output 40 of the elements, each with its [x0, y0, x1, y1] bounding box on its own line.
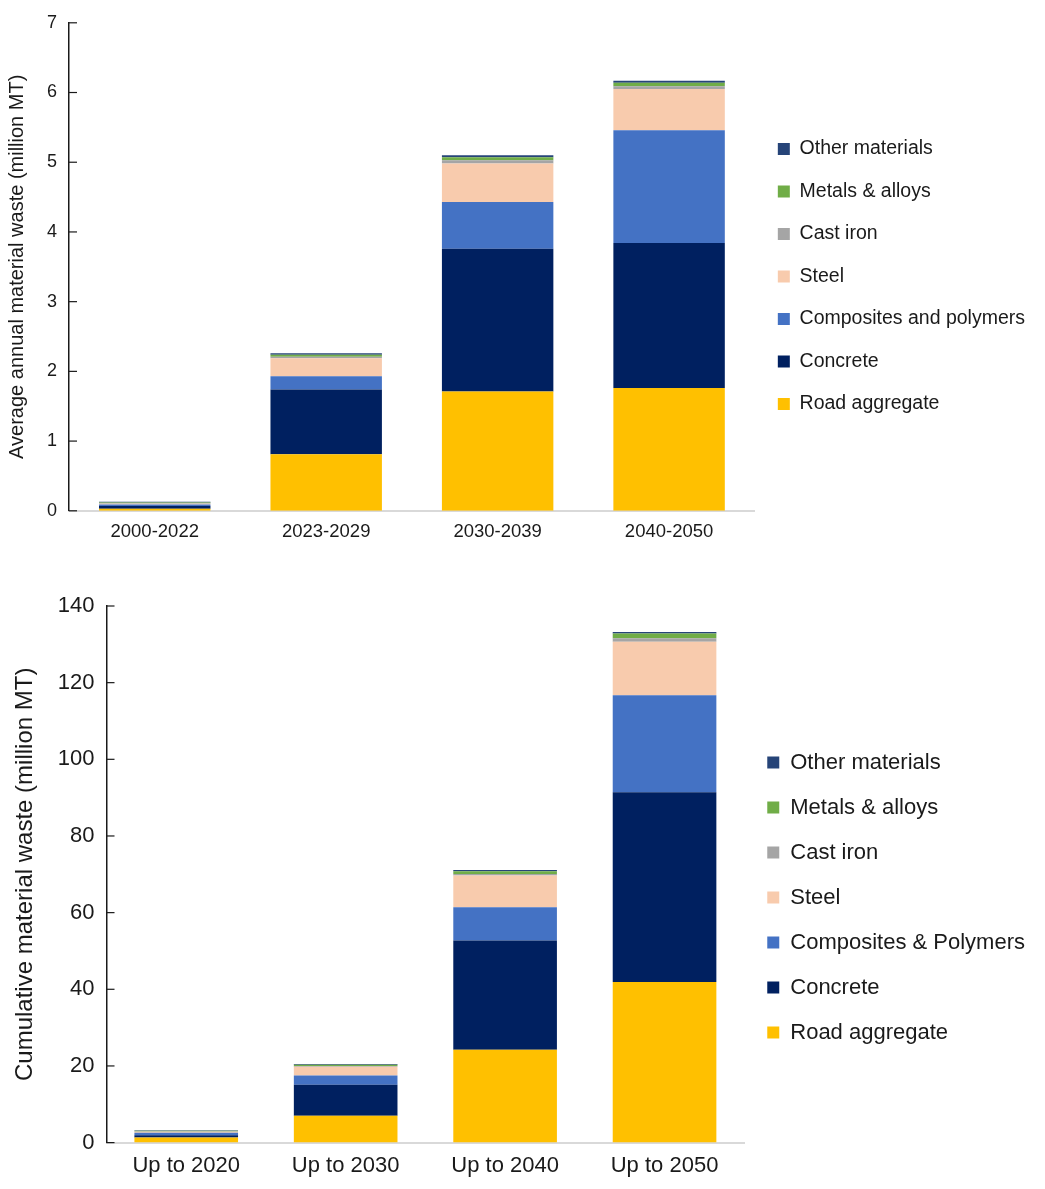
y-tick-label: 4	[47, 220, 58, 241]
legend-label: Concrete	[790, 973, 880, 999]
legend-label: Cast iron	[790, 838, 879, 864]
y-tick-label: 60	[70, 898, 95, 924]
y-tick-label: 20	[70, 1052, 95, 1078]
y-axis-title: Average annual material waste (million MT)	[4, 74, 27, 459]
y-tick-label: 80	[70, 822, 95, 848]
x-tick-label: 2030-2039	[453, 519, 542, 541]
y-tick-label: 120	[57, 668, 95, 694]
legend-label: Steel	[799, 263, 845, 286]
legend-label: Metals & alloys	[790, 793, 939, 819]
y-axis-title: Cumulative material waste (million MT)	[10, 667, 38, 1082]
x-tick-label: Up to 2040	[451, 1151, 559, 1177]
y-tick-label: 2	[47, 360, 58, 381]
legend-label: Composites and polymers	[799, 306, 1026, 329]
y-tick-label: 0	[47, 499, 58, 520]
y-tick-label: 3	[47, 290, 58, 311]
x-tick-label: Up to 2030	[291, 1151, 400, 1177]
x-tick-label: 2000-2022	[110, 519, 199, 541]
legend-label: Concrete	[799, 348, 879, 371]
y-tick-label: 5	[47, 151, 58, 172]
y-tick-label: 7	[47, 11, 58, 32]
x-tick-label: Up to 2020	[132, 1151, 241, 1177]
legend-label: Other materials	[799, 136, 934, 159]
legend-label: Metals & alloys	[799, 178, 931, 201]
x-tick-label: Up to 2050	[610, 1151, 719, 1177]
legend-label: Steel	[790, 883, 841, 909]
y-tick-label: 6	[47, 81, 58, 102]
legend-label: Road aggregate	[790, 1018, 949, 1044]
legend-label: Composites & Polymers	[790, 928, 1026, 954]
x-tick-label: 2023-2029	[281, 519, 371, 541]
x-tick-label: 2040-2050	[624, 519, 714, 541]
legend-label: Cast iron	[799, 221, 878, 244]
legend-label: Road aggregate	[799, 391, 940, 414]
y-tick-label: 0	[82, 1128, 95, 1154]
y-tick-label: 100	[57, 745, 95, 771]
y-tick-label: 40	[70, 975, 95, 1001]
legend-label: Other materials	[790, 748, 941, 774]
y-tick-label: 140	[57, 592, 95, 618]
y-tick-label: 1	[47, 430, 58, 451]
